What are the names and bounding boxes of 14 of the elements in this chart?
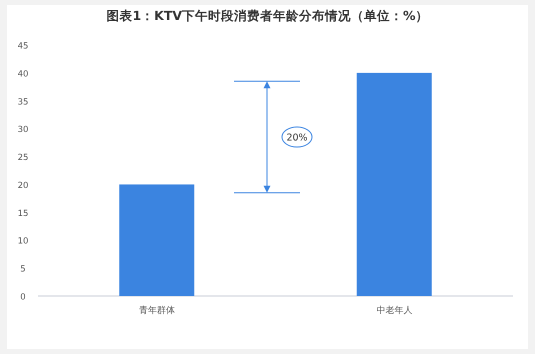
y-tick-label: 10: [18, 236, 28, 247]
y-tick-label: 40: [18, 69, 28, 80]
y-tick-label: 45: [18, 42, 28, 52]
y-tick-label: 25: [18, 153, 28, 164]
x-tick-label: 青年群体: [138, 305, 175, 316]
y-tick-label: 20: [18, 180, 28, 191]
y-tick-label: 15: [18, 208, 28, 219]
x-tick-label: 中老年人: [376, 305, 412, 316]
y-tick-label: 0: [20, 292, 26, 302]
chart-title: 图表1：KTV下午时段消费者年龄分布情况（单位：%）: [106, 8, 429, 23]
y-tick-label: 35: [18, 97, 28, 108]
y-tick-label: 5: [20, 264, 26, 275]
annotation: 20%: [286, 132, 308, 144]
y-tick-label: 30: [18, 125, 28, 136]
